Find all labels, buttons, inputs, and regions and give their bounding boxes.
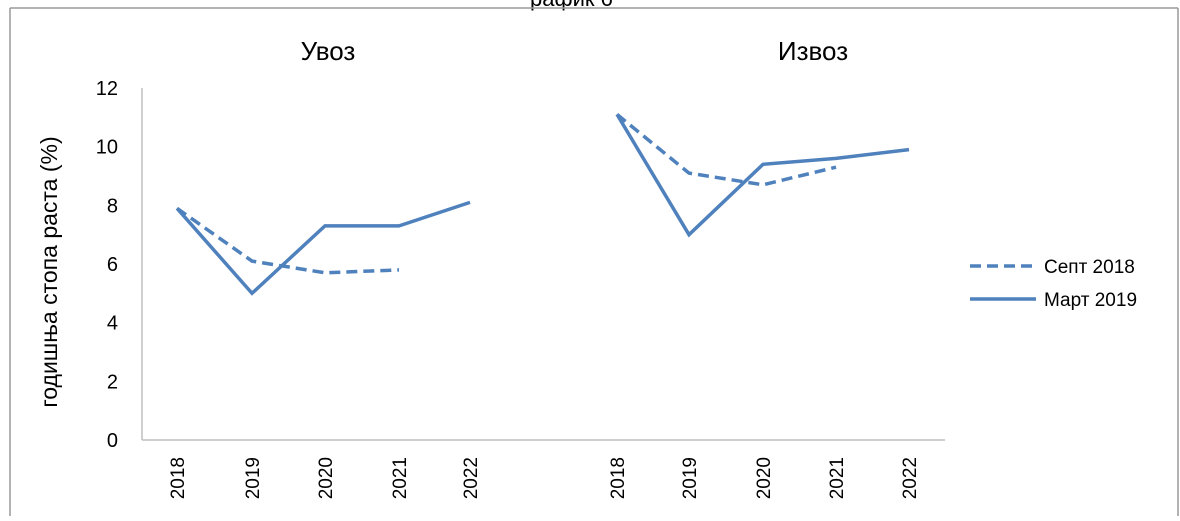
y-tick-labels: 0 2 4 6 8 10 12 — [96, 78, 118, 452]
panel-title: Увоз — [301, 36, 356, 66]
x-tick-label: 2022 — [461, 457, 482, 499]
series-line — [615, 113, 837, 187]
series-line — [615, 113, 910, 238]
y-tick-label: 10 — [96, 137, 118, 159]
x-tick-label: 2020 — [754, 457, 775, 499]
legend: Септ 2018 Март 2019 — [970, 257, 1137, 311]
x-tick-label: 2020 — [316, 457, 337, 499]
legend-label: Септ 2018 — [1044, 257, 1135, 278]
x-tick-label: 2018 — [608, 457, 629, 499]
x-tick-label: 2021 — [827, 457, 848, 499]
y-tick-label: 12 — [96, 78, 118, 100]
panel-titles: Увоз Извоз — [301, 36, 848, 66]
y-tick-label: 6 — [107, 254, 118, 276]
series-line — [175, 206, 400, 275]
x-tick-labels: 2018 2019 2020 2021 2022 2018 2019 2020 2021 2022 — [168, 457, 921, 499]
series-line — [175, 200, 471, 296]
y-tick-label: 2 — [107, 371, 118, 393]
panel-title: Извоз — [778, 36, 848, 66]
header-fragment: рафик 6 — [530, 0, 613, 11]
y-axis-label: годишња стопа раста (%) — [36, 136, 62, 407]
series-lines — [175, 113, 910, 296]
x-tick-label: 2018 — [168, 457, 189, 499]
x-tick-label: 2019 — [243, 457, 264, 499]
x-tick-label: 2021 — [390, 457, 411, 499]
y-tick-label: 8 — [107, 195, 118, 217]
y-tick-label: 4 — [107, 313, 118, 335]
legend-label: Март 2019 — [1044, 290, 1137, 311]
x-tick-label: 2022 — [900, 457, 921, 499]
x-tick-label: 2019 — [680, 457, 701, 499]
y-tick-label: 0 — [107, 430, 118, 452]
